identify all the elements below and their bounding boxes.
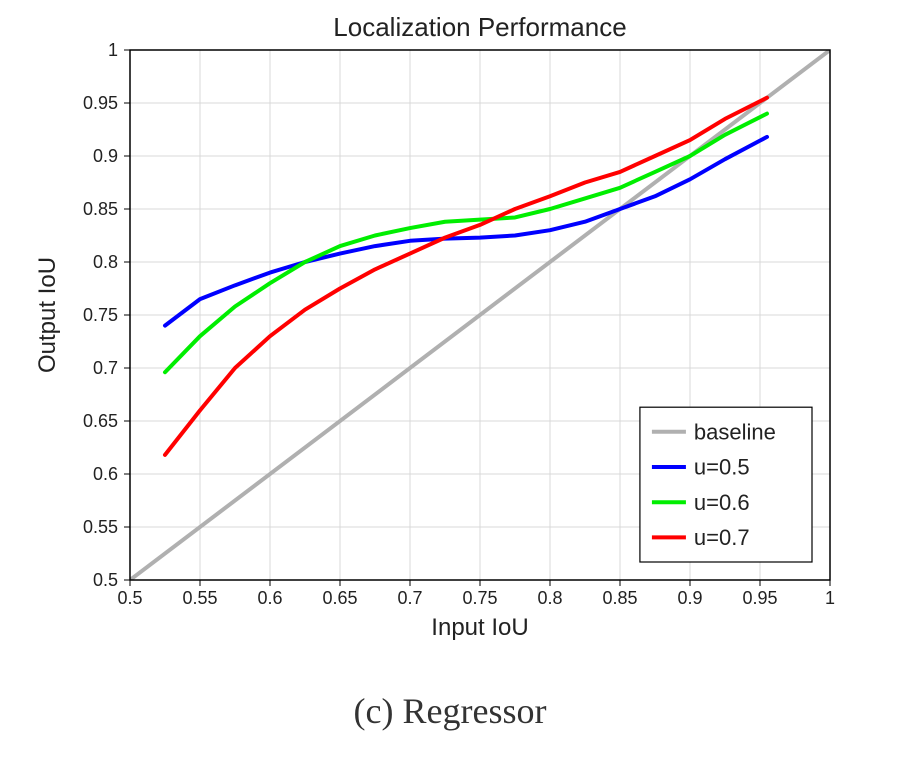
- y-tick-label: 1: [108, 40, 118, 60]
- y-tick-label: 0.65: [83, 411, 118, 431]
- x-tick-label: 0.5: [117, 588, 142, 608]
- x-tick-label: 0.6: [257, 588, 282, 608]
- localization-chart: 0.5 0.55 0.6 0.65 0.7 0.75 0.8 0.85 0.9 0.95 1 0.5 0…: [0, 0, 900, 670]
- chart-title: Localization Performance: [333, 12, 626, 42]
- figure-caption: (c) Regressor: [0, 690, 900, 732]
- legend-label: baseline: [694, 420, 776, 445]
- y-tick-label: 0.75: [83, 305, 118, 325]
- chart-container: 0.5 0.55 0.6 0.65 0.7 0.75 0.8 0.85 0.9 0.95 1 0.5 0…: [0, 0, 900, 760]
- legend: baseline u=0.5 u=0.6 u=0.7: [640, 407, 812, 562]
- x-tick-label: 0.7: [397, 588, 422, 608]
- x-tick-label: 0.9: [677, 588, 702, 608]
- x-axis-label: Input IoU: [431, 614, 528, 641]
- caption-text: (c) Regressor: [354, 691, 547, 731]
- x-tick-label: 0.8: [537, 588, 562, 608]
- y-axis-label: Output IoU: [34, 257, 61, 373]
- y-tick-label: 0.5: [93, 570, 118, 590]
- legend-label: u=0.6: [694, 490, 750, 515]
- y-tick-label: 0.6: [93, 464, 118, 484]
- x-tick-label: 0.95: [742, 588, 777, 608]
- legend-label: u=0.5: [694, 455, 750, 480]
- x-tick-label: 0.85: [602, 588, 637, 608]
- legend-label: u=0.7: [694, 525, 750, 550]
- x-tick-label: 0.65: [322, 588, 357, 608]
- x-tick-label: 1: [825, 588, 835, 608]
- y-tick-label: 0.85: [83, 199, 118, 219]
- y-tick-label: 0.7: [93, 358, 118, 378]
- y-tick-label: 0.55: [83, 517, 118, 537]
- x-tick-label: 0.55: [182, 588, 217, 608]
- y-tick-label: 0.8: [93, 252, 118, 272]
- x-tick-label: 0.75: [462, 588, 497, 608]
- y-tick-label: 0.9: [93, 146, 118, 166]
- y-tick-label: 0.95: [83, 93, 118, 113]
